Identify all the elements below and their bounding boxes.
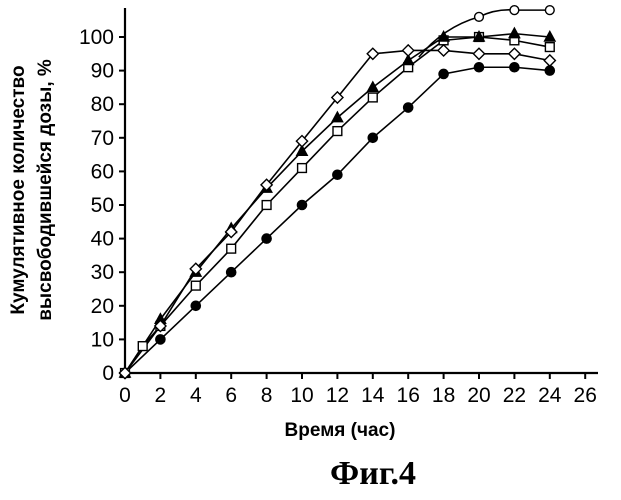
series-line-filled-triangle xyxy=(125,34,550,373)
y-axis-label-line1: Кумулятивное количество xyxy=(8,65,29,314)
x-tick-label: 24 xyxy=(538,384,562,407)
x-tick-label: 0 xyxy=(119,384,131,407)
y-tick-label: 20 xyxy=(91,295,114,318)
y-tick-label: 30 xyxy=(91,261,114,284)
data-point-filled-circle xyxy=(368,133,377,142)
data-point-open-square xyxy=(227,244,236,253)
data-point-open-diamond xyxy=(438,45,449,56)
data-point-filled-circle xyxy=(510,63,519,72)
data-point-open-circle xyxy=(545,6,554,15)
data-point-filled-circle xyxy=(191,301,200,310)
data-point-filled-circle xyxy=(156,335,165,344)
series-layer xyxy=(125,10,550,373)
data-point-filled-circle xyxy=(333,170,342,179)
x-tick-label: 14 xyxy=(361,384,385,407)
x-tick-label: 4 xyxy=(190,384,202,407)
x-tick-label: 22 xyxy=(503,384,526,407)
data-point-open-diamond xyxy=(473,48,484,59)
data-point-open-diamond xyxy=(509,48,520,59)
y-tick-label: 40 xyxy=(91,228,114,251)
y-tick-label: 10 xyxy=(91,328,114,351)
data-point-open-square xyxy=(262,201,271,210)
marker-layer xyxy=(119,6,555,379)
data-point-filled-circle xyxy=(545,66,554,75)
data-point-open-circle xyxy=(510,6,519,15)
x-tick-label: 2 xyxy=(155,384,167,407)
y-tick-label: 90 xyxy=(91,60,114,83)
y-axis-label-line2: высвободившейся дозы, % xyxy=(35,59,56,321)
data-point-filled-circle xyxy=(297,200,306,209)
x-axis-label: Время (час) xyxy=(285,420,396,441)
x-tick-label: 6 xyxy=(225,384,237,407)
y-tick-label: 70 xyxy=(91,127,114,150)
data-point-open-square xyxy=(333,127,342,136)
data-point-open-diamond xyxy=(544,55,555,66)
data-point-open-square xyxy=(298,164,307,173)
data-point-filled-circle xyxy=(474,63,483,72)
data-point-open-circle xyxy=(475,12,484,21)
x-tick-label: 26 xyxy=(574,384,597,407)
y-tick-label: 50 xyxy=(91,194,114,217)
data-point-open-square xyxy=(191,281,200,290)
x-tick-label: 8 xyxy=(261,384,273,407)
data-point-open-square xyxy=(138,342,147,351)
x-tick-label: 18 xyxy=(432,384,455,407)
data-point-open-diamond xyxy=(403,45,414,56)
data-point-filled-circle xyxy=(404,103,413,112)
x-tick-label: 12 xyxy=(326,384,349,407)
x-tick-label: 20 xyxy=(467,384,490,407)
figure-label: Фиг.4 xyxy=(330,455,416,492)
data-point-filled-circle xyxy=(227,268,236,277)
data-point-filled-triangle xyxy=(368,82,378,92)
x-tick-label: 16 xyxy=(397,384,420,407)
data-point-open-square xyxy=(545,43,554,52)
y-tick-label: 100 xyxy=(79,26,114,49)
x-axis-ticks: 02468101214161820222426 xyxy=(119,373,597,407)
x-tick-label: 10 xyxy=(290,384,313,407)
data-point-filled-circle xyxy=(262,234,271,243)
y-tick-label: 80 xyxy=(91,93,114,116)
series-line-open-square xyxy=(125,37,550,373)
data-point-filled-circle xyxy=(439,69,448,78)
y-axis-ticks: 0 10 20 30 40 50 60 70 80 90 100 xyxy=(79,26,125,385)
data-point-open-square xyxy=(368,93,377,102)
y-tick-label: 0 xyxy=(102,362,114,385)
data-point-filled-triangle xyxy=(509,28,519,38)
y-tick-label: 60 xyxy=(91,160,114,183)
